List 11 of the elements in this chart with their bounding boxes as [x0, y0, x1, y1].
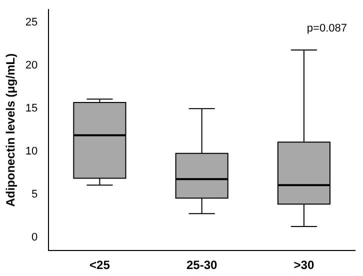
y-tick-label: 0 [32, 232, 38, 244]
y-axis-title: Adiponectin levels (μg/mL) [4, 53, 18, 207]
annotation: p=0.087 [306, 22, 347, 35]
x-tick-label: <25 [90, 258, 110, 272]
y-tick-label: 15 [25, 102, 38, 115]
y-tick-label: 5 [32, 188, 38, 201]
x-tick-label: >30 [294, 258, 314, 272]
y-tick-label: 10 [25, 146, 38, 158]
y-tick-label: 25 [25, 16, 38, 29]
x-tick-label: 25-30 [186, 258, 218, 272]
y-tick-label: 20 [25, 60, 38, 72]
